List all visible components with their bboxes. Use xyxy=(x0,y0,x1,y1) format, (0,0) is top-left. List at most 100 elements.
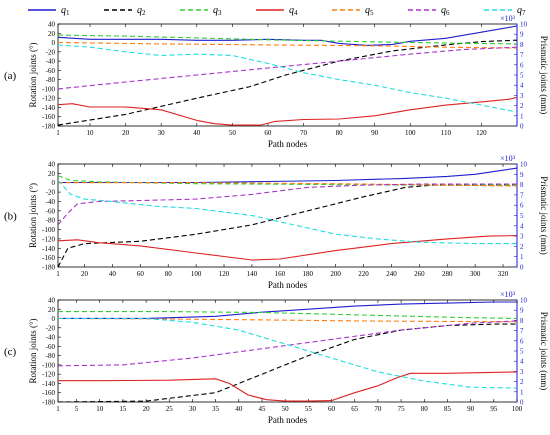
y-tick-label: 0 xyxy=(52,39,56,47)
y-tick-label: -120 xyxy=(42,371,55,379)
y-right-tick-label: 8 xyxy=(520,181,524,189)
y-tick-label: -140 xyxy=(42,245,55,253)
y-right-tick-label: 0 xyxy=(520,399,524,407)
y-tick-label: 20 xyxy=(48,170,56,178)
y-right-tick-label: 7 xyxy=(520,191,524,199)
x-tick-label: 30 xyxy=(189,405,197,413)
y-tick-label: 40 xyxy=(48,297,56,305)
panel-c: 1 5 10 15 20 25 30 35 40 45 50 55 60 65 70 75 80 85 90 95 10… xyxy=(4,290,549,425)
y-right-tick-label: 1 xyxy=(520,253,524,261)
series-line-q6 xyxy=(58,46,517,90)
x-tick-label: 60 xyxy=(264,129,272,137)
x-tick-label: 1 xyxy=(56,405,60,413)
x-tick-label: 35 xyxy=(212,405,220,413)
legend-item-q5: q5 xyxy=(332,5,374,17)
series-line-q4 xyxy=(58,371,517,402)
x-tick-label: 100 xyxy=(405,129,416,137)
y-right-axis-title: Prismatic joints (mm) xyxy=(539,36,549,115)
x-tick-label: 80 xyxy=(165,270,173,278)
y-right-tick-label: 6 xyxy=(520,61,524,69)
x-axis-title: Path nodes xyxy=(268,415,308,425)
x-tick-label: 280 xyxy=(442,270,453,278)
legend-label-q3: q3 xyxy=(213,5,222,17)
y-tick-label: -140 xyxy=(42,104,55,112)
y-tick-label: -20 xyxy=(46,189,56,197)
y-tick-label: -60 xyxy=(46,67,56,75)
y-tick-label: -160 xyxy=(42,113,55,121)
series-group xyxy=(58,167,517,267)
series-line-q3 xyxy=(58,311,517,320)
y-right-tick-label: 5 xyxy=(520,212,524,220)
y-tick-label: -60 xyxy=(46,343,56,351)
y-right-tick-label: 2 xyxy=(520,102,524,110)
x-tick-label: 90 xyxy=(467,405,475,413)
y-axis-title: Rotation joints (°) xyxy=(28,318,38,383)
x-tick-label: 30 xyxy=(158,129,166,137)
y-tick-label: -40 xyxy=(46,198,56,206)
x-tick-label: 20 xyxy=(81,270,89,278)
y-tick-label: 40 xyxy=(48,21,56,29)
x-tick-label: 100 xyxy=(512,405,523,413)
y-tick-label: -140 xyxy=(42,380,55,388)
y-right-tick-label: 9 xyxy=(520,31,524,39)
panel-b: 1 20 40 60 80 100 120 140 160 180 200 220 240 260 280 3… xyxy=(4,154,549,290)
legend-label-q7: q7 xyxy=(517,5,526,17)
y-right-tick-label: 4 xyxy=(520,358,524,366)
x-tick-label: 120 xyxy=(219,270,230,278)
y-tick-label: -20 xyxy=(46,48,56,56)
series-line-q6 xyxy=(58,183,517,226)
x-tick-label: 100 xyxy=(191,270,202,278)
y-tick-label: -160 xyxy=(42,254,55,262)
panels: 1 10 20 30 40 50 60 70 80 90 100 110 12040200-20-40-… xyxy=(4,14,549,425)
series-line-q1 xyxy=(58,301,517,319)
y-right-tick-label: 10 xyxy=(520,161,528,169)
y-right-tick-label: 4 xyxy=(520,222,524,230)
series-line-q2 xyxy=(58,39,517,126)
x-tick-label: 260 xyxy=(414,270,425,278)
x-tick-label: 45 xyxy=(259,405,267,413)
x-axis-title: Path nodes xyxy=(268,139,308,149)
right-axis-multiplier: ×10³ xyxy=(500,154,516,163)
x-tick-label: 20 xyxy=(143,405,151,413)
y-tick-label: -40 xyxy=(46,58,56,66)
x-tick-label: 85 xyxy=(444,405,452,413)
x-tick-label: 70 xyxy=(300,129,308,137)
y-right-tick-label: 6 xyxy=(520,202,524,210)
x-tick-label: 140 xyxy=(247,270,258,278)
x-tick-label: 60 xyxy=(328,405,336,413)
x-tick-label: 65 xyxy=(351,405,359,413)
y-right-tick-label: 8 xyxy=(520,317,524,325)
y-tick-label: -180 xyxy=(42,399,55,407)
x-tick-label: 110 xyxy=(441,129,452,137)
x-tick-label: 180 xyxy=(302,270,313,278)
legend-item-q4: q4 xyxy=(256,5,298,17)
series-line-q7 xyxy=(58,44,517,113)
y-tick-label: -40 xyxy=(46,334,56,342)
x-tick-label: 220 xyxy=(358,270,369,278)
legend-item-q1: q1 xyxy=(28,5,70,17)
y-right-tick-label: 0 xyxy=(520,264,524,272)
x-tick-label: 10 xyxy=(87,129,95,137)
x-axis-title: Path nodes xyxy=(268,280,308,290)
x-tick-label: 40 xyxy=(193,129,201,137)
x-tick-label: 40 xyxy=(235,405,243,413)
y-tick-label: -100 xyxy=(42,85,55,93)
legend-item-q3: q3 xyxy=(180,5,222,17)
y-tick-label: -60 xyxy=(46,207,56,215)
y-right-tick-label: 0 xyxy=(520,123,524,131)
x-tick-label: 40 xyxy=(109,270,117,278)
series-line-q7 xyxy=(58,180,517,245)
x-tick-label: 55 xyxy=(305,405,313,413)
x-tick-label: 25 xyxy=(166,405,174,413)
right-axis-multiplier: ×10³ xyxy=(500,290,516,299)
y-tick-label: -100 xyxy=(42,226,55,234)
series-group xyxy=(58,301,517,402)
y-right-tick-label: 10 xyxy=(520,21,528,29)
x-tick-label: 200 xyxy=(330,270,341,278)
x-tick-label: 1 xyxy=(56,270,60,278)
y-axis-title: Rotation joints (°) xyxy=(28,183,38,248)
y-right-tick-label: 9 xyxy=(520,307,524,315)
series-line-q3 xyxy=(58,175,517,186)
series-line-q1 xyxy=(58,167,517,184)
